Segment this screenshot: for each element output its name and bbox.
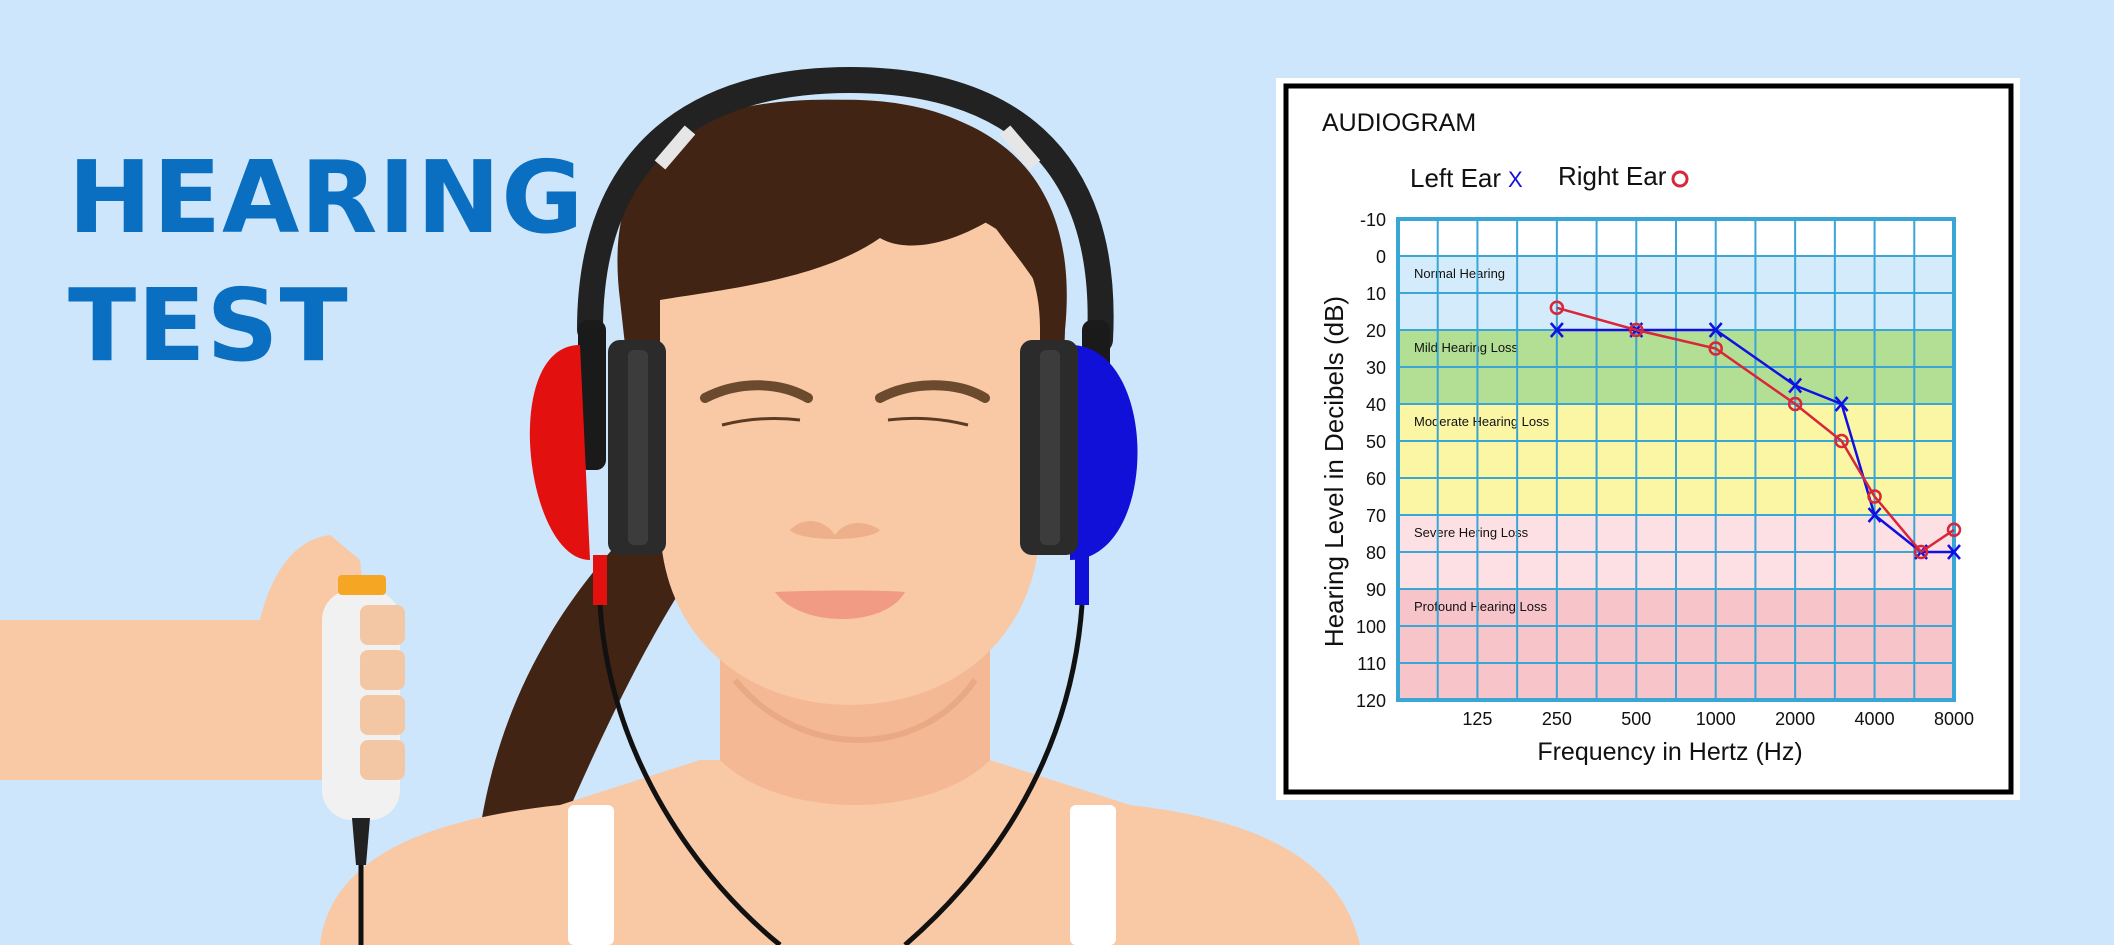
y-axis-label: Hearing Level in Decibels (dB) bbox=[1319, 296, 1349, 647]
red-ear-cup bbox=[529, 345, 590, 560]
legend-right-ear-label: Right Ear bbox=[1558, 161, 1667, 191]
band-label-1: Mild Hearing Loss bbox=[1414, 340, 1519, 355]
headphone-cable bbox=[597, 604, 782, 945]
series-1-point-4 bbox=[1834, 433, 1849, 449]
y-tick-6: 50 bbox=[1366, 432, 1386, 452]
x-tick-0: 125 bbox=[1462, 709, 1492, 729]
series-0-point-3 bbox=[1788, 377, 1803, 394]
y-tick-12: 110 bbox=[1357, 654, 1386, 674]
series-1-point-2 bbox=[1708, 341, 1723, 356]
y-tick-13: 120 bbox=[1356, 691, 1386, 711]
face bbox=[660, 200, 1040, 705]
series-0-point-7 bbox=[1947, 544, 1961, 560]
band-label-3: Severe Hering Loss bbox=[1414, 525, 1529, 540]
legend-left-ear-label: Left Ear bbox=[1410, 163, 1501, 193]
y-tick-10: 90 bbox=[1366, 580, 1386, 600]
y-tick-9: 80 bbox=[1366, 543, 1386, 563]
headline-line-1: HEARING bbox=[68, 139, 585, 256]
series-1-point-3 bbox=[1787, 396, 1803, 412]
series-line-1 bbox=[1556, 306, 1955, 554]
hair-fringe bbox=[629, 99, 1063, 330]
top-strap-left bbox=[568, 805, 614, 945]
series-line-0 bbox=[1556, 328, 1954, 554]
x-axis-label: Frequency in Hertz (Hz) bbox=[1537, 738, 1802, 766]
y-tick-0: -10 bbox=[1360, 210, 1386, 230]
x-tick-1: 250 bbox=[1542, 709, 1572, 729]
x-tick-4: 2000 bbox=[1775, 709, 1815, 729]
x-tick-2: 500 bbox=[1621, 709, 1651, 729]
band-label-4: Profound Hearing Loss bbox=[1414, 599, 1547, 614]
series-1-point-6 bbox=[1913, 544, 1929, 560]
y-tick-4: 30 bbox=[1366, 358, 1386, 378]
x-tick-6: 8000 bbox=[1934, 709, 1974, 729]
ponytail bbox=[480, 520, 700, 830]
x-tick-5: 4000 bbox=[1855, 709, 1895, 729]
series-1-point-0 bbox=[1549, 300, 1565, 316]
chart-border bbox=[1283, 83, 2014, 795]
y-tick-3: 20 bbox=[1366, 321, 1386, 341]
series-0-point-0 bbox=[1549, 322, 1564, 338]
y-tick-7: 60 bbox=[1366, 469, 1386, 489]
chart-title: AUDIOGRAM bbox=[1322, 109, 1476, 137]
response-button-top bbox=[338, 575, 386, 595]
lips bbox=[775, 590, 905, 619]
y-tick-2: 10 bbox=[1366, 284, 1386, 304]
series-0-point-4 bbox=[1834, 396, 1849, 412]
y-tick-5: 40 bbox=[1366, 395, 1386, 415]
y-tick-11: 100 bbox=[1356, 617, 1386, 637]
series-1-point-7 bbox=[1946, 522, 1962, 538]
legend-left-ear-marker: X bbox=[1508, 167, 1523, 192]
series-1-point-5 bbox=[1867, 489, 1882, 504]
series-1-point-1 bbox=[1629, 322, 1644, 338]
blue-ear-cup bbox=[1070, 345, 1138, 560]
series-0-point-5 bbox=[1867, 507, 1882, 523]
headline-line-2: TEST bbox=[68, 267, 349, 384]
x-tick-3: 1000 bbox=[1696, 709, 1736, 729]
series-0-point-2 bbox=[1708, 322, 1723, 338]
plot-frame bbox=[1396, 217, 1956, 702]
y-tick-8: 70 bbox=[1366, 506, 1386, 526]
legend-right-ear-marker bbox=[1671, 170, 1689, 188]
band-label-0: Normal Hearing bbox=[1414, 266, 1505, 281]
y-tick-1: 0 bbox=[1376, 247, 1386, 267]
band-label-2: Moderate Hearing Loss bbox=[1414, 414, 1550, 429]
top-strap-right bbox=[1070, 805, 1116, 945]
headband bbox=[577, 66, 1114, 353]
arm bbox=[0, 535, 380, 780]
